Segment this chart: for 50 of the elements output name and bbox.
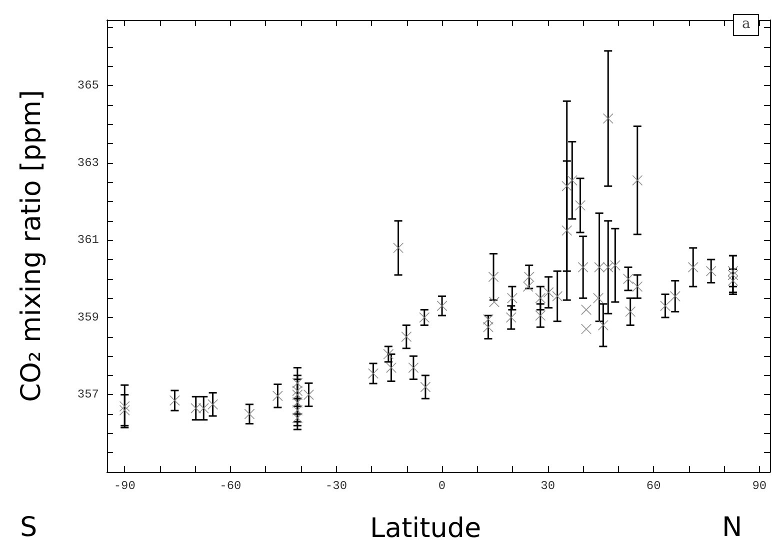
point [581, 304, 592, 315]
point [706, 266, 716, 276]
point [610, 260, 620, 270]
point [562, 226, 572, 236]
point [383, 349, 394, 360]
y-tick-label: 359 [77, 310, 99, 324]
y-tick-label: 361 [77, 233, 99, 248]
x-tick-label: 90 [752, 479, 767, 493]
point [292, 412, 302, 423]
point [524, 272, 534, 282]
point [632, 175, 642, 186]
y-tick-label: 365 [77, 78, 99, 93]
point [598, 320, 608, 330]
x-tick-label: -60 [220, 479, 242, 493]
point [292, 378, 302, 388]
point [593, 293, 604, 304]
point [437, 300, 448, 311]
x-tick-label: 60 [646, 479, 661, 493]
point [208, 399, 218, 410]
annotation: a [733, 14, 760, 36]
point [535, 293, 546, 304]
text: N [722, 512, 742, 543]
x-tick-label: 30 [540, 479, 556, 493]
point [272, 390, 283, 401]
point [623, 274, 634, 284]
point [483, 322, 494, 332]
y-tick-label: 357 [77, 388, 99, 402]
point [386, 362, 396, 373]
y-axis-title: CO₂ mixing ratio [ppm] [16, 90, 47, 402]
point [567, 175, 578, 186]
point [304, 390, 314, 400]
point [625, 306, 636, 317]
point [632, 282, 642, 292]
point [523, 282, 534, 292]
point [594, 262, 604, 272]
point [507, 293, 518, 304]
point [244, 409, 254, 420]
point [120, 405, 130, 416]
point [670, 291, 680, 302]
point [552, 291, 562, 302]
point [420, 382, 430, 392]
y-tick-label: 363 [77, 156, 99, 170]
x-tick-label: -30 [325, 479, 348, 493]
x-tick-label: 0 [438, 479, 446, 493]
x-axis-title: Latitude [370, 513, 482, 544]
point [488, 272, 499, 282]
x-tick-label: -90 [114, 479, 136, 493]
point [419, 312, 430, 322]
point [292, 386, 302, 396]
text: S [20, 512, 38, 543]
